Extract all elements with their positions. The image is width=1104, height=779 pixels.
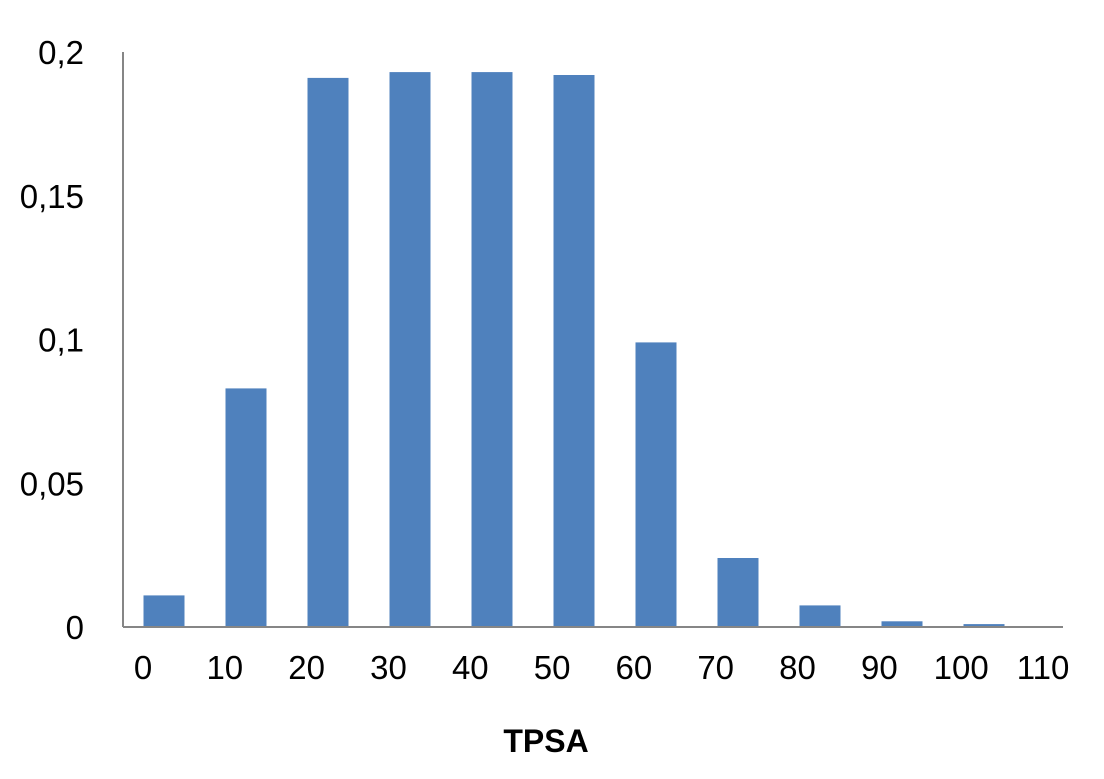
bar-60-70 xyxy=(635,342,677,627)
x-tick-label: 90 xyxy=(861,649,898,686)
x-tick-label: 30 xyxy=(370,649,407,686)
x-tick-label: 100 xyxy=(934,649,989,686)
y-tick-label: 0 xyxy=(66,609,84,646)
x-tick-label: 70 xyxy=(697,649,734,686)
x-tick-labels: 0 10 20 30 40 50 60 70 80 90 100 110 xyxy=(134,649,1069,686)
bar-90-100 xyxy=(881,621,923,628)
x-tick-label: 110 xyxy=(1017,649,1070,686)
x-tick-label: 50 xyxy=(534,649,571,686)
y-tick-label: 0,1 xyxy=(38,322,84,359)
bar-80-90 xyxy=(799,605,841,627)
bar-40-50 xyxy=(471,72,513,628)
bar-30-40 xyxy=(389,72,431,628)
x-tick-label: 80 xyxy=(779,649,816,686)
bar-100-110 xyxy=(963,624,1005,627)
bar-0-10 xyxy=(143,595,185,627)
bars-group xyxy=(143,72,1005,628)
x-tick-label: 20 xyxy=(288,649,325,686)
y-tick-label: 0,05 xyxy=(20,465,84,502)
bar-50-60 xyxy=(553,75,595,627)
x-tick-label: 40 xyxy=(452,649,489,686)
y-tick-labels: 0 0,05 0,1 0,15 0,2 xyxy=(20,34,84,646)
x-tick-label: 0 xyxy=(134,649,152,686)
y-tick-label: 0,15 xyxy=(20,178,84,215)
bar-20-30 xyxy=(307,77,349,627)
x-tick-label: 60 xyxy=(616,649,653,686)
x-tick-label: 10 xyxy=(206,649,243,686)
y-tick-label: 0,2 xyxy=(38,34,84,71)
bar-70-80 xyxy=(717,558,759,627)
bar-10-20 xyxy=(225,388,267,627)
x-axis-title: TPSA xyxy=(503,723,588,759)
